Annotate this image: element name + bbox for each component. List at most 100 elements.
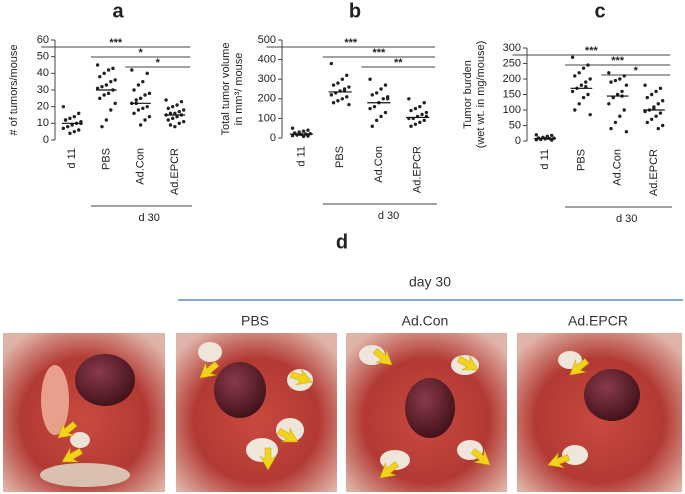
- y-tick-label: 400: [258, 54, 276, 66]
- data-point: [577, 71, 581, 75]
- data-point: [72, 129, 77, 134]
- data-point: [372, 104, 377, 109]
- data-point: [170, 104, 175, 109]
- data-point: [301, 134, 306, 139]
- photo: [176, 333, 337, 492]
- data-point: [61, 104, 66, 109]
- panel-letter: a: [112, 0, 124, 22]
- data-point: [143, 118, 147, 122]
- data-point: [409, 124, 413, 128]
- y-axis-label: Tumor burden: [462, 60, 474, 129]
- data-point: [345, 95, 349, 99]
- data-point: [77, 111, 81, 116]
- data-point: [643, 83, 647, 87]
- data-point: [331, 83, 336, 87]
- y-tick-label: 0: [43, 134, 49, 146]
- data-point: [570, 89, 575, 94]
- y-tick-label: 500: [258, 34, 276, 46]
- y-tick-label: 50: [509, 119, 521, 131]
- significance-label: *: [634, 65, 639, 77]
- data-point: [95, 86, 100, 91]
- data-point: [340, 77, 345, 81]
- data-point: [166, 106, 170, 111]
- data-point: [63, 118, 68, 122]
- data-point: [374, 118, 379, 123]
- data-point: [301, 129, 306, 133]
- x-tick-label: d 11: [539, 149, 551, 170]
- data-point: [136, 83, 141, 87]
- data-point: [588, 77, 592, 81]
- data-point: [61, 126, 66, 131]
- panel-letter: c: [594, 0, 605, 22]
- data-point: [609, 80, 613, 84]
- data-point: [170, 116, 175, 121]
- data-point: [336, 99, 340, 103]
- y-tick-label: 40: [37, 67, 49, 79]
- data-point: [613, 78, 618, 83]
- data-point: [168, 123, 173, 127]
- panel-letter: b: [349, 0, 361, 22]
- data-point: [130, 68, 134, 72]
- data-point: [347, 85, 351, 89]
- group-label: d 30: [138, 212, 159, 224]
- data-point: [618, 114, 622, 118]
- data-point: [68, 131, 72, 136]
- data-point: [570, 55, 575, 59]
- data-point: [136, 108, 141, 112]
- data-point: [379, 87, 383, 91]
- y-axis-label: in mm³/ mouse: [233, 53, 245, 126]
- x-tick-label: Ad.EPCR: [412, 146, 424, 193]
- data-point: [422, 118, 426, 123]
- y-tick-label: 0: [515, 135, 521, 147]
- data-point: [336, 81, 340, 85]
- data-point: [72, 114, 77, 119]
- data-point: [645, 120, 649, 125]
- data-point: [68, 116, 72, 121]
- data-point: [347, 102, 351, 107]
- data-point: [132, 88, 136, 92]
- data-point: [413, 106, 418, 111]
- data-point: [611, 95, 615, 100]
- data-point: [577, 102, 581, 106]
- day-label: day 30: [409, 274, 451, 290]
- data-point: [179, 99, 184, 104]
- data-point: [643, 109, 647, 114]
- data-point: [340, 97, 345, 101]
- data-point: [379, 114, 383, 119]
- data-point: [77, 128, 81, 132]
- data-point: [306, 128, 310, 132]
- y-tick-label: 300: [503, 42, 521, 54]
- data-point: [145, 71, 149, 76]
- data-point: [177, 109, 181, 114]
- data-point: [370, 124, 374, 128]
- significance-label: *: [138, 47, 143, 59]
- data-point: [649, 92, 654, 97]
- data-point: [147, 114, 152, 119]
- data-point: [175, 114, 179, 119]
- data-point: [70, 123, 74, 127]
- y-tick-label: 100: [503, 104, 521, 116]
- data-point: [175, 103, 179, 107]
- data-point: [658, 86, 663, 91]
- data-point: [381, 97, 385, 101]
- data-point: [383, 83, 388, 87]
- data-point: [290, 126, 295, 130]
- data-point: [645, 95, 649, 100]
- data-point: [147, 91, 152, 96]
- data-point: [132, 111, 136, 116]
- y-tick-label: 30: [37, 84, 49, 96]
- y-tick-label: 250: [503, 57, 521, 69]
- data-point: [407, 97, 411, 101]
- data-point: [113, 78, 117, 82]
- data-point: [104, 118, 109, 122]
- data-point: [607, 102, 611, 106]
- data-point: [66, 124, 70, 129]
- x-tick-label: PBS: [100, 148, 112, 170]
- y-axis-label: # of tumors/mouse: [8, 44, 20, 135]
- data-point: [607, 71, 611, 75]
- data-point: [368, 77, 372, 81]
- data-point: [181, 108, 186, 112]
- photo-label: Ad.EPCR: [568, 313, 628, 329]
- data-point: [652, 106, 656, 111]
